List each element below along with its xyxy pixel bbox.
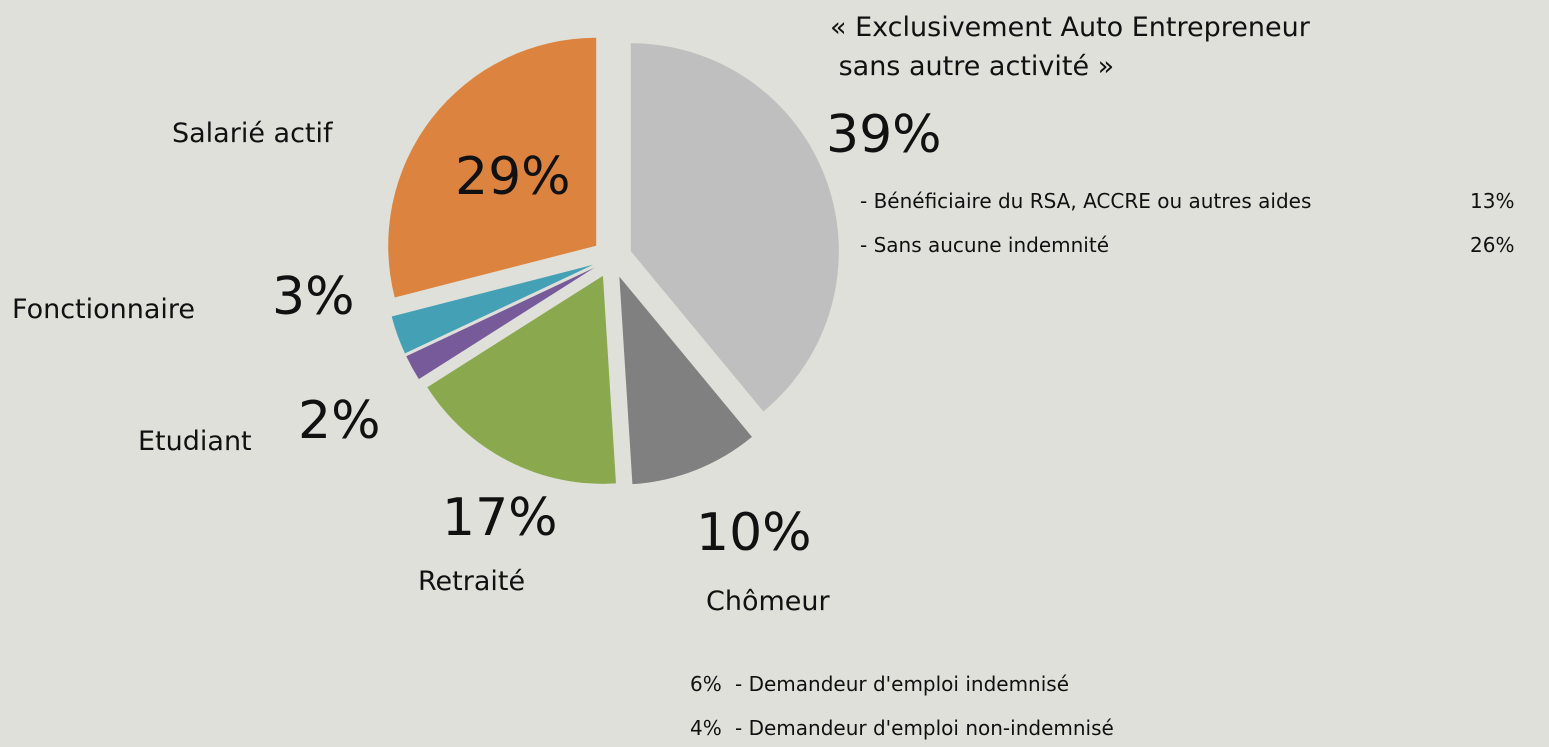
detail-value: 6%: [690, 672, 722, 696]
detail-value: 26%: [1470, 233, 1515, 257]
pie-slice: [388, 37, 597, 298]
detail-label: - Bénéficiaire du RSA, ACCRE ou autres a…: [860, 189, 1312, 213]
slice-name: Salarié actif: [172, 118, 333, 149]
detail-label: - Sans aucune indemnité: [860, 233, 1110, 257]
detail-label: - Demandeur d'emploi indemnisé: [735, 672, 1070, 696]
pie-slice: [630, 43, 839, 412]
slice-value: 10%: [696, 503, 812, 563]
slice-name: « Exclusivement Auto Entrepreneur sans a…: [830, 12, 1310, 83]
slice-value: 2%: [298, 391, 381, 451]
slice-name: Retraité: [418, 566, 526, 597]
slice-name: Chômeur: [706, 586, 830, 617]
pie-slice: [619, 276, 752, 485]
pie-slice: [406, 267, 595, 380]
pie-slice: [391, 264, 594, 354]
detail-label: - Demandeur d'emploi non-indemnisé: [735, 716, 1114, 740]
detail-value: 13%: [1470, 189, 1515, 213]
slice-name: Etudiant: [138, 426, 252, 457]
slice-value: 39%: [826, 105, 942, 165]
pie-slice: [427, 275, 616, 484]
slice-value: 29%: [455, 147, 571, 207]
slice-value: 17%: [442, 488, 558, 548]
detail-value: 4%: [690, 716, 722, 740]
slice-name: Fonctionnaire: [12, 294, 196, 325]
slice-value: 3%: [272, 267, 355, 327]
